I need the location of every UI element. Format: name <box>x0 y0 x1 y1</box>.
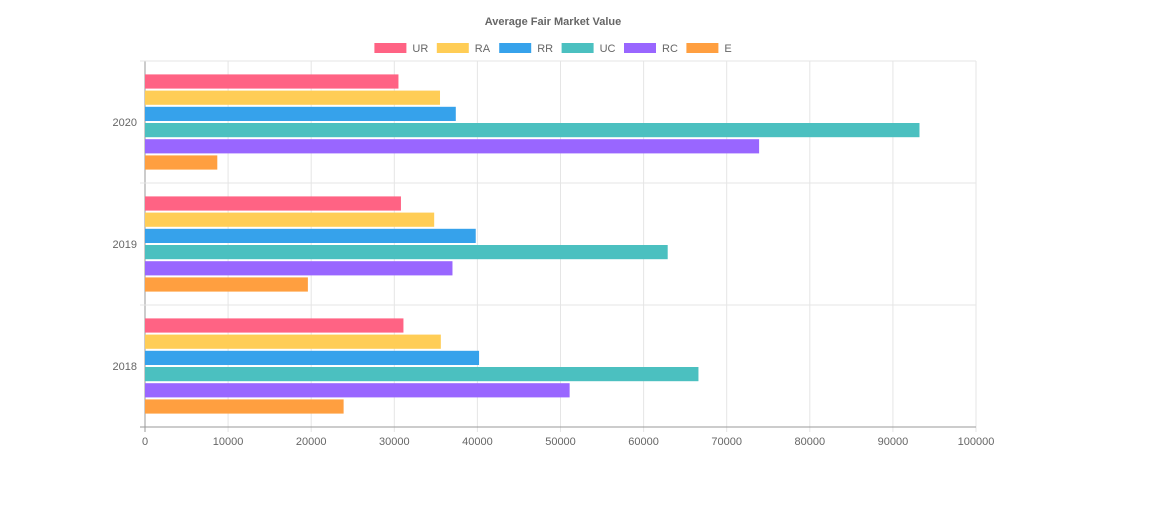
bar-2019-ur <box>145 196 401 211</box>
bar-2020-rr <box>145 106 456 121</box>
bar-2018-rc <box>145 383 570 398</box>
y-tick-label: 2018 <box>113 361 137 373</box>
bars <box>145 74 920 414</box>
bar-2019-e <box>145 277 308 292</box>
legend-label-uc: UC <box>600 43 616 55</box>
bar-2018-ra <box>145 334 441 349</box>
legend-label-rr: RR <box>537 43 553 55</box>
axes: 2020 2019 2018 0 10000 20000 30000 40000 50000 60… <box>113 117 995 448</box>
chart-title: Average Fair Market Value <box>485 16 622 28</box>
legend-swatch-rr <box>499 43 532 53</box>
x-tick-label: 80000 <box>795 436 826 448</box>
x-tick-label: 50000 <box>545 436 576 448</box>
y-tick-label: 2020 <box>113 117 137 129</box>
bar-2020-rc <box>145 139 760 154</box>
x-tick-label: 70000 <box>711 436 742 448</box>
bar-2020-e <box>145 155 218 170</box>
bar-2019-rc <box>145 261 453 276</box>
bar-2018-uc <box>145 367 699 382</box>
legend-swatch-uc <box>561 43 594 53</box>
legend-swatch-e <box>686 43 719 53</box>
legend-swatch-ur <box>374 43 407 53</box>
bar-2019-rr <box>145 228 476 243</box>
bar-2018-e <box>145 399 344 414</box>
x-tick-label: 40000 <box>462 436 493 448</box>
legend-label-ur: UR <box>412 43 428 55</box>
legend-label-e: E <box>724 43 731 55</box>
x-tick-label: 20000 <box>296 436 327 448</box>
bar-2020-uc <box>145 123 920 138</box>
bar-2020-ra <box>145 90 441 105</box>
legend: UR RA RR UC RC E <box>374 43 732 55</box>
legend-label-rc: RC <box>662 43 678 55</box>
legend-label-ra: RA <box>475 43 491 55</box>
legend-swatch-ra <box>436 43 469 53</box>
x-tick-label: 90000 <box>878 436 909 448</box>
y-tick-label: 2019 <box>113 239 137 251</box>
x-tick-label: 10000 <box>213 436 244 448</box>
legend-swatch-rc <box>624 43 656 53</box>
bar-2020-ur <box>145 74 399 89</box>
x-tick-label: 60000 <box>628 436 659 448</box>
bar-2019-ra <box>145 212 435 227</box>
bar-2018-rr <box>145 350 480 365</box>
x-tick-label: 30000 <box>379 436 410 448</box>
x-tick-label: 100000 <box>958 436 995 448</box>
x-tick-label: 0 <box>142 436 148 448</box>
bar-2018-ur <box>145 318 404 333</box>
bar-2019-uc <box>145 245 668 260</box>
